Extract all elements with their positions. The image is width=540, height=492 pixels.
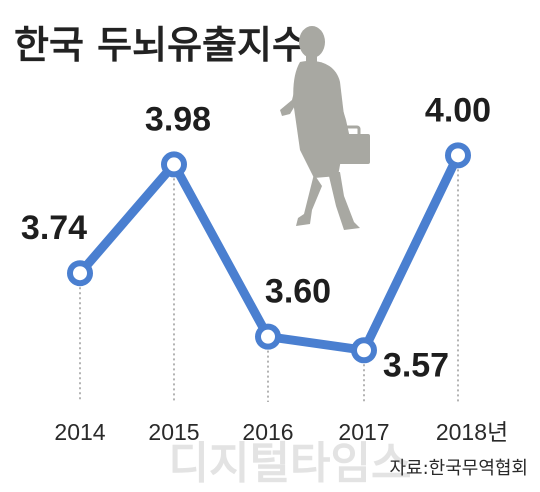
x-tick-label: 2017 [338,419,389,445]
guide-lines [79,169,459,402]
data-labels: 3.74 3.98 3.60 3.57 4.00 [21,91,491,384]
data-point [161,151,187,178]
data-label: 3.60 [265,273,331,311]
data-label: 3.98 [145,100,211,138]
x-tick-label: 2016 [242,419,293,445]
data-label: 3.74 [21,209,87,247]
series-line [75,150,463,356]
markers [67,142,471,364]
x-tick-label: 2014 [54,419,105,445]
data-point [255,323,281,350]
data-point [351,337,377,364]
chart-title: 한국 두뇌유출지수 [14,23,307,67]
data-point [445,142,471,169]
x-axis: 2014 2015 2016 2017 2018년 [54,419,508,445]
source-note: 자료:한국무역협회 [389,458,528,479]
x-tick-label: 2018년 [436,419,508,445]
data-point [67,260,93,287]
watermark: 디지털타임스 [169,438,412,489]
data-label: 3.57 [383,346,449,384]
businessman-icon [280,26,370,230]
data-label: 4.00 [425,91,491,129]
x-tick-label: 2015 [148,419,199,445]
